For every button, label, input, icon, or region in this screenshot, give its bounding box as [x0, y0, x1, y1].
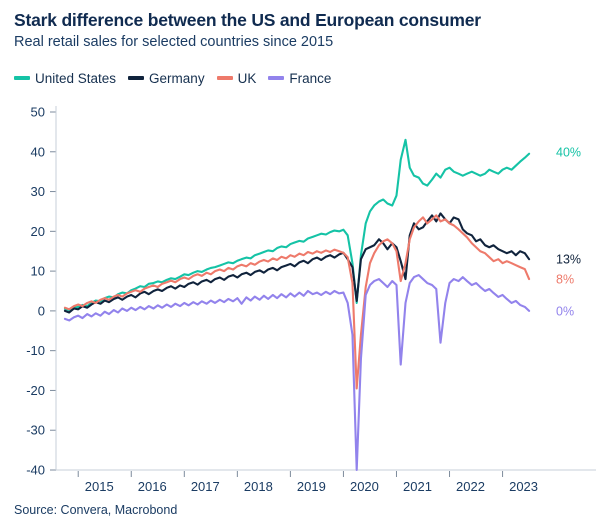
y-axis-ticks: 50 40 30 20 10 0 -10 -20 -30 -40	[26, 105, 56, 478]
end-value-labels: 40% 13% 8% 0%	[556, 145, 581, 318]
x-tick-label: 2019	[297, 479, 326, 494]
x-tick-label: 2023	[509, 479, 538, 494]
x-tick-label: 2018	[244, 479, 273, 494]
legend-swatch-germany	[128, 76, 145, 80]
x-tick-label: 2021	[403, 479, 432, 494]
y-tick-label: -10	[26, 343, 45, 358]
x-tick-label: 2022	[456, 479, 485, 494]
y-tick-label: 50	[31, 105, 45, 120]
x-tick-label: 2016	[138, 479, 167, 494]
legend-item-germany[interactable]: Germany	[128, 71, 205, 86]
series-line-united-states	[63, 138, 531, 312]
end-label-8pct: 8%	[556, 273, 574, 287]
chart-legend: United States Germany UK France	[14, 68, 343, 88]
legend-label-united-states: United States	[35, 70, 117, 86]
y-tick-label: 40	[31, 144, 45, 159]
series-line-uk	[63, 214, 531, 390]
legend-item-uk[interactable]: UK	[216, 70, 257, 86]
y-tick-label: 10	[31, 264, 45, 279]
source-note: Source: Convera, Macrobond	[14, 503, 178, 517]
legend-swatch-united-states	[14, 76, 30, 80]
y-tick-label: -30	[26, 423, 45, 438]
legend-item-united-states[interactable]: United States	[14, 71, 116, 86]
end-label-0pct: 0%	[556, 304, 574, 318]
series-line-germany	[63, 212, 531, 314]
legend-swatch-uk	[216, 76, 233, 80]
y-tick-label: -20	[26, 383, 45, 398]
chart-title: Stark difference between the US and Euro…	[14, 10, 481, 30]
x-tick-label: 2017	[191, 479, 220, 494]
series-line-france	[63, 274, 531, 472]
x-axis-ticks: 2015 2016 2017 2018 2019 2020 2021 2022 2023	[77, 471, 538, 494]
series-lines	[63, 138, 531, 472]
y-tick-label: 20	[31, 224, 45, 239]
y-tick-label: -40	[26, 463, 45, 478]
y-tick-label: 0	[38, 303, 45, 318]
chart-subtitle: Real retail sales for selected countries…	[14, 34, 334, 50]
legend-item-france[interactable]: France	[268, 71, 331, 86]
y-tick-label: 30	[31, 184, 45, 199]
end-label-13pct: 13%	[556, 253, 581, 267]
x-tick-label: 2015	[85, 479, 114, 494]
legend-label-germany: Germany	[149, 70, 205, 86]
end-label-40pct: 40%	[556, 145, 581, 159]
legend-swatch-france	[268, 76, 285, 80]
legend-label-france: France	[289, 70, 332, 86]
legend-label-uk: UK	[237, 70, 257, 86]
x-tick-label: 2020	[350, 479, 379, 494]
